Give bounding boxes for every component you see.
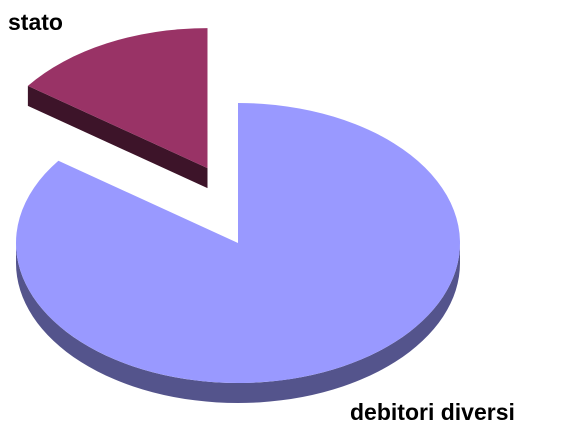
slice-label: debitori diversi bbox=[350, 399, 515, 425]
slice-label: stato bbox=[8, 9, 63, 35]
slice bbox=[15, 103, 460, 383]
slice bbox=[27, 28, 208, 169]
slice-cut-face bbox=[27, 85, 208, 189]
